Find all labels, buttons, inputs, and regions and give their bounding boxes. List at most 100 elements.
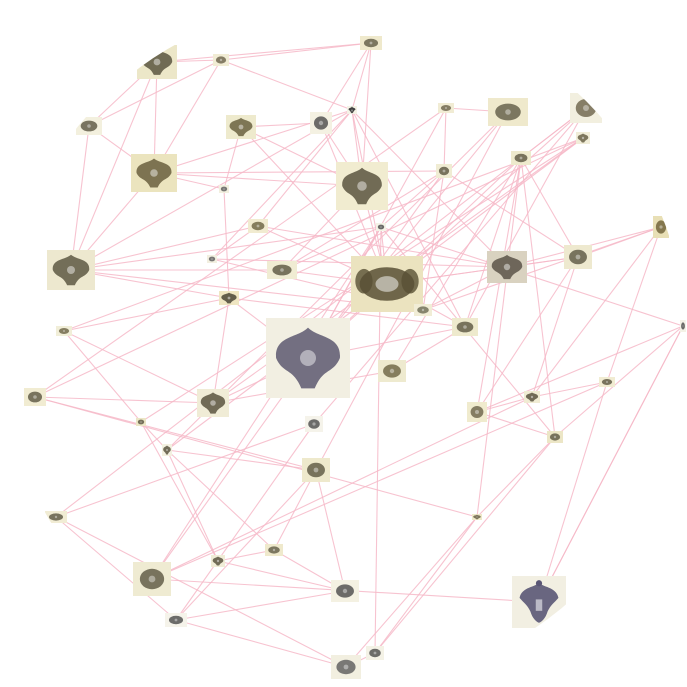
graph-edge [34,396,214,404]
image-node[interactable] [165,613,187,627]
graph-edge [34,137,584,398]
image-node[interactable] [266,318,350,398]
graph-edge [476,256,579,413]
graph-edge [391,157,522,372]
ornament-icon [308,419,320,429]
image-node[interactable] [47,250,95,290]
image-node[interactable] [310,112,332,134]
image-node[interactable] [302,458,330,482]
image-node[interactable] [56,326,72,336]
graph-edge [281,226,382,271]
image-node[interactable] [219,185,229,193]
ornament-icon [336,584,354,598]
image-node[interactable] [599,377,615,387]
ornament-icon [514,153,528,163]
ornament-icon [251,221,265,231]
image-node[interactable] [576,132,590,144]
ornament-icon [575,99,597,117]
image-node[interactable] [653,216,669,238]
image-node[interactable] [570,93,602,123]
ornament-icon [417,306,429,314]
ornament-icon [221,292,237,304]
graph-edge [63,297,230,332]
graph-edge [217,560,346,592]
image-node[interactable] [351,256,423,312]
image-node[interactable] [331,655,361,679]
ornament-icon [168,615,184,625]
image-node[interactable] [414,304,432,316]
image-node[interactable] [162,444,172,456]
graph-edge [464,157,522,328]
graph-edge [55,423,315,518]
image-node[interactable] [197,389,229,417]
image-node[interactable] [137,45,177,79]
image-node[interactable] [378,360,406,382]
graph-edge [443,107,447,172]
graph-edge [88,59,222,127]
image-node[interactable] [512,576,566,628]
image-node[interactable] [131,154,177,192]
image-node[interactable] [467,402,487,422]
image-node[interactable] [452,318,478,336]
graph-edge [320,42,372,124]
graph-edge [380,170,445,228]
image-node[interactable] [360,36,382,50]
ornament-icon [27,391,43,403]
graph-edge [166,449,317,471]
image-node[interactable] [511,151,531,165]
image-node[interactable] [436,164,452,178]
image-node[interactable] [76,117,102,135]
image-node[interactable] [487,251,527,283]
image-node[interactable] [547,431,563,443]
image-node[interactable] [336,162,388,210]
graph-edge [63,330,142,423]
graph-edge [140,421,219,562]
image-node[interactable] [213,54,229,66]
image-node[interactable] [524,391,540,403]
image-node[interactable] [136,418,146,426]
ornament-icon [495,103,521,121]
graph-edge [538,325,684,603]
image-node[interactable] [45,511,67,523]
image-node[interactable] [207,255,217,263]
image-node[interactable] [472,514,482,520]
graph-edge [70,269,230,299]
graph-edge [554,325,684,438]
image-node[interactable] [248,219,268,233]
image-node[interactable] [219,291,239,305]
image-node[interactable] [680,320,686,332]
image-node[interactable] [347,106,357,114]
ornament-icon [377,224,385,230]
image-node[interactable] [438,103,454,113]
graph-edge [212,297,230,404]
ornament-icon [383,364,401,378]
image-node[interactable] [226,115,256,139]
image-node[interactable] [211,555,225,567]
image-node[interactable] [564,245,592,269]
ornament-icon [470,406,484,418]
graph-edge [476,436,556,518]
ornament-icon [336,659,356,675]
ornament-icon [601,379,613,385]
graph-edge [374,516,478,654]
image-node[interactable] [366,646,384,660]
image-node[interactable] [267,261,297,279]
graph-edge [520,157,556,438]
graph-edge [351,109,508,268]
ornament-icon [655,220,667,234]
image-node[interactable] [133,562,171,596]
graph-edge [281,170,445,271]
image-node[interactable] [376,223,386,231]
image-node[interactable] [265,544,283,556]
graph-edge [156,42,372,63]
graph-edge [153,170,445,174]
image-node[interactable] [488,98,528,126]
ornament-icon [681,322,685,330]
image-node[interactable] [24,388,46,406]
graph-edge [153,172,363,187]
ornament-icon [212,556,224,566]
graph-edge [538,381,608,603]
image-node[interactable] [331,580,359,602]
image-node[interactable] [305,416,323,432]
